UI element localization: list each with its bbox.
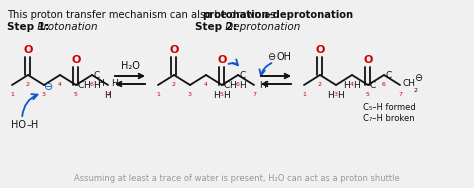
Text: H: H <box>328 92 334 101</box>
Text: H: H <box>83 82 91 90</box>
Text: 3: 3 <box>42 92 46 97</box>
Text: This proton transfer mechanism can also be drawn as: This proton transfer mechanism can also … <box>7 10 279 20</box>
Text: H: H <box>337 92 345 101</box>
Text: 4: 4 <box>350 82 354 87</box>
Text: 1: 1 <box>156 92 160 97</box>
Text: CH: CH <box>403 80 416 89</box>
Text: O: O <box>23 45 33 55</box>
Text: 4: 4 <box>58 82 62 87</box>
Text: C: C <box>94 70 100 80</box>
Text: Assuming at least a trace of water is present, H₂O can act as a proton shuttle: Assuming at least a trace of water is pr… <box>74 174 400 183</box>
Text: 4: 4 <box>204 82 208 87</box>
Text: 2: 2 <box>414 88 418 93</box>
Text: H: H <box>229 82 237 90</box>
Text: ⊖: ⊖ <box>267 52 275 62</box>
Text: O: O <box>169 45 179 55</box>
Text: H: H <box>105 92 111 101</box>
Text: H: H <box>98 79 104 87</box>
Text: H: H <box>344 82 350 90</box>
Text: 3: 3 <box>188 92 192 97</box>
Text: 6: 6 <box>90 82 94 87</box>
Text: 7: 7 <box>252 92 256 97</box>
Text: H: H <box>224 92 230 101</box>
Text: ⊖: ⊖ <box>44 82 54 92</box>
Text: O: O <box>315 45 325 55</box>
Text: H: H <box>240 82 246 90</box>
Text: 6: 6 <box>236 82 240 87</box>
Text: O: O <box>71 55 81 65</box>
Text: O: O <box>363 55 373 65</box>
Text: 7: 7 <box>106 92 110 97</box>
Text: 2: 2 <box>172 82 176 87</box>
Text: 2: 2 <box>26 82 30 87</box>
Text: 5: 5 <box>220 92 224 97</box>
Text: 1: 1 <box>302 92 306 97</box>
Text: HO: HO <box>11 120 26 130</box>
Text: 3: 3 <box>334 92 338 97</box>
Text: 7: 7 <box>398 92 402 97</box>
Text: 1: 1 <box>10 92 14 97</box>
Text: –H: –H <box>27 120 39 130</box>
Text: H: H <box>94 82 100 90</box>
Text: O: O <box>217 55 227 65</box>
Text: OH: OH <box>277 52 292 62</box>
Text: C: C <box>240 70 246 80</box>
Text: C: C <box>224 80 230 89</box>
Text: Step 1:: Step 1: <box>7 22 49 32</box>
Text: protonation-deprotonation: protonation-deprotonation <box>202 10 353 20</box>
Text: 6: 6 <box>382 82 386 87</box>
Text: H₂O: H₂O <box>120 61 139 71</box>
Text: H: H <box>111 79 118 87</box>
Text: Protonation: Protonation <box>34 22 98 32</box>
Text: C₇–H broken: C₇–H broken <box>363 114 415 123</box>
Text: H: H <box>260 80 266 89</box>
Text: C: C <box>386 70 392 80</box>
Text: H: H <box>354 82 360 90</box>
Text: C: C <box>370 80 376 89</box>
Text: 2: 2 <box>318 82 322 87</box>
Text: C₅–H formed: C₅–H formed <box>363 103 416 112</box>
Text: H: H <box>214 92 220 101</box>
Text: Deprotonation: Deprotonation <box>222 22 301 32</box>
Text: 5: 5 <box>366 92 370 97</box>
Text: 5: 5 <box>74 92 78 97</box>
Text: ⊖: ⊖ <box>414 73 422 83</box>
Text: Step 2:: Step 2: <box>195 22 237 32</box>
Text: C: C <box>78 80 84 89</box>
